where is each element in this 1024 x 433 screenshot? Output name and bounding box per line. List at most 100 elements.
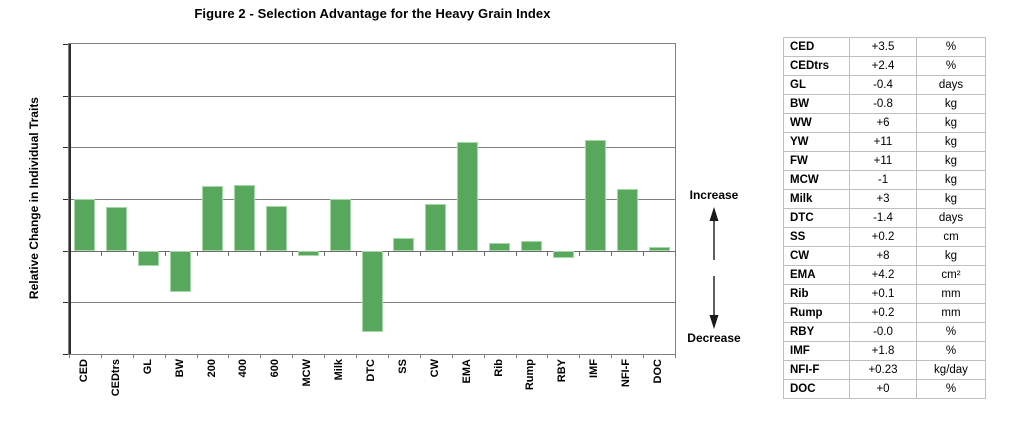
increase-annotation: Increase <box>689 188 739 202</box>
bar-Milk <box>329 199 351 251</box>
table-row: GL -0.4 days <box>783 75 986 95</box>
trait-value-cell: +8 <box>849 246 917 266</box>
trait-name-cell: EMA <box>783 265 850 285</box>
x-axis-label: EMA <box>460 359 473 384</box>
table-row: CW +8 kg <box>783 246 986 266</box>
x-axis-labels: CED CEDtrs GL BW 200 400 600 MCW Milk DTC SS CW EMA R… <box>68 359 674 429</box>
bar-MCW <box>297 250 319 256</box>
x-axis-label: DTC <box>365 359 377 382</box>
trait-value-cell: +11 <box>849 132 917 152</box>
gridline <box>69 199 675 200</box>
trait-unit-cell: cm² <box>916 265 986 285</box>
table-row: NFI-F +0.23 kg/day <box>783 360 986 380</box>
trait-unit-cell: % <box>916 37 986 57</box>
trait-name-cell: YW <box>783 132 850 152</box>
trait-table-body: CED +3.5% CEDtrs +2.4% GL -0.4 days BW -0.8 kg WW +… <box>783 37 986 399</box>
category-tick <box>164 250 166 256</box>
table-row: Rib +0.1 mm <box>783 284 986 304</box>
trait-value-cell: +3.5 <box>849 37 917 57</box>
value-tick <box>63 199 68 200</box>
trait-unit-cell: kg <box>916 151 986 171</box>
x-axis-label: GL <box>141 359 154 375</box>
bottom-tick <box>419 354 421 358</box>
table-row: CED +3.5% <box>783 37 986 57</box>
trait-value-cell: +1.8 <box>849 341 917 361</box>
trait-name-cell: SS <box>783 227 850 247</box>
category-tick <box>483 250 485 256</box>
bar-RBY <box>552 250 574 259</box>
category-tick <box>100 250 102 256</box>
bar-EMA <box>457 142 479 251</box>
trait-name-cell: FW <box>783 151 850 171</box>
category-tick <box>260 250 262 256</box>
table-row: DOC +0% <box>783 379 986 399</box>
bar-200 <box>202 186 224 251</box>
bar-400 <box>233 184 255 251</box>
trait-value-cell: +0.2 <box>849 303 917 323</box>
bottom-tick <box>292 354 294 358</box>
trait-value-cell: +4.2 <box>849 265 917 285</box>
category-tick <box>356 250 358 256</box>
trait-unit-cell: % <box>916 322 986 342</box>
plot-area <box>63 43 676 358</box>
trait-name-cell: DTC <box>783 208 850 228</box>
bottom-tick <box>611 354 613 358</box>
trait-unit-cell: % <box>916 56 986 76</box>
x-axis-label: Milk <box>333 359 346 381</box>
trait-value-cell: +0.2 <box>849 227 917 247</box>
trait-value-cell: -0.4 <box>849 75 917 95</box>
trait-unit-cell: kg <box>916 113 986 133</box>
trait-value-cell: +6 <box>849 113 917 133</box>
bar-NFI-F <box>616 188 638 251</box>
x-axis-label: 200 <box>205 359 218 378</box>
bar-CEDtrs <box>106 206 128 251</box>
trait-value-cell: -0.8 <box>849 94 917 114</box>
bar-CED <box>74 199 96 251</box>
trait-value-cell: +0.23 <box>849 360 917 380</box>
y-axis-label: Relative Change in Individual Traits <box>27 96 41 300</box>
bar-DOC <box>648 247 670 251</box>
x-axis-label: Rib <box>492 359 505 377</box>
bar-600 <box>265 205 287 251</box>
trait-name-cell: DOC <box>783 379 850 399</box>
category-tick <box>579 250 581 256</box>
bottom-tick <box>675 354 676 358</box>
bottom-tick <box>69 354 70 358</box>
bar-SS <box>393 238 415 251</box>
trait-unit-cell: kg <box>916 94 986 114</box>
table-row: EMA +4.2 cm² <box>783 265 986 285</box>
bottom-tick <box>643 354 645 358</box>
value-tick <box>63 95 68 97</box>
y-axis-label-wrap: Relative Change in Individual Traits <box>22 43 46 353</box>
category-tick <box>228 250 230 256</box>
bottom-tick <box>132 354 134 358</box>
bottom-tick <box>228 354 230 358</box>
trait-unit-cell: days <box>916 208 986 228</box>
table-row: WW +6 kg <box>783 113 986 133</box>
trait-name-cell: NFI-F <box>783 360 850 380</box>
trait-name-cell: CED <box>783 37 850 57</box>
value-tick <box>63 250 68 252</box>
trait-unit-cell: kg <box>916 132 986 152</box>
trait-value-cell: +11 <box>849 151 917 171</box>
trait-name-cell: CEDtrs <box>783 56 850 76</box>
trait-value-cell: +2.4 <box>849 56 917 76</box>
bar-CW <box>425 204 447 251</box>
bar-IMF <box>584 139 606 251</box>
trait-unit-cell: cm <box>916 227 986 247</box>
value-tick <box>63 302 68 304</box>
bottom-tick <box>451 354 453 358</box>
trait-value-cell: -0.0 <box>849 322 917 342</box>
trait-name-cell: Rump <box>783 303 850 323</box>
trait-unit-cell: kg <box>916 170 986 190</box>
trait-name-cell: CW <box>783 246 850 266</box>
table-row: IMF +1.8% <box>783 341 986 361</box>
bottom-tick <box>387 354 389 358</box>
x-axis-label: DOC <box>652 359 665 384</box>
x-axis-label: NFI-F <box>620 359 633 388</box>
x-axis-label: IMF <box>588 359 601 378</box>
chart-title: Figure 2 - Selection Advantage for the H… <box>194 6 551 21</box>
category-tick <box>324 250 326 256</box>
category-tick <box>387 250 389 256</box>
